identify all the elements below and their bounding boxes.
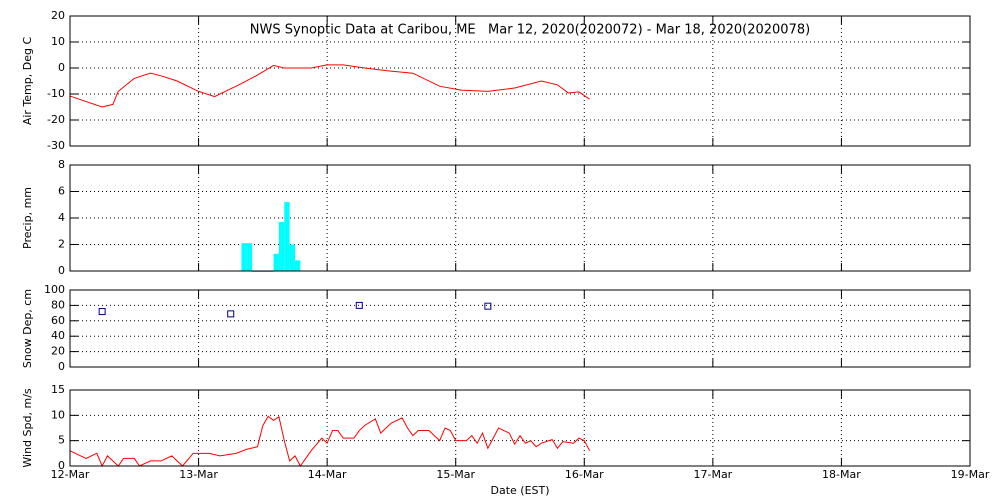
y-tick-label: 0 — [58, 264, 65, 277]
bar — [273, 253, 279, 271]
data-line — [69, 415, 591, 468]
y-tick-label: -10 — [47, 87, 65, 100]
y-tick-label: -20 — [47, 113, 65, 126]
y-tick-label: 100 — [44, 283, 65, 296]
y-axis-label: Precip, mm — [21, 187, 34, 249]
point — [227, 310, 235, 318]
bar — [295, 260, 301, 271]
bar — [278, 221, 285, 271]
x-tick-label: 16-Mar — [565, 468, 604, 481]
y-tick-label: 0 — [58, 360, 65, 373]
bar — [246, 243, 253, 271]
y-tick-label: 2 — [58, 238, 65, 251]
bar — [289, 244, 295, 271]
y-tick-label: 80 — [51, 298, 65, 311]
y-axis-label: Wind Spd, m/s — [21, 388, 34, 468]
data-line — [69, 64, 590, 108]
y-tick-label: 5 — [58, 434, 65, 447]
x-tick-label: 18-Mar — [822, 468, 861, 481]
y-tick-label: 0 — [58, 459, 65, 472]
x-axis-label: Date (EST) — [490, 484, 549, 497]
x-tick-label: 15-Mar — [436, 468, 475, 481]
y-tick-label: 10 — [51, 35, 65, 48]
point — [484, 302, 492, 310]
y-tick-label: 4 — [58, 211, 65, 224]
y-tick-label: 60 — [51, 314, 65, 327]
point — [98, 308, 106, 316]
y-tick-label: 15 — [51, 383, 65, 396]
y-tick-label: 40 — [51, 329, 65, 342]
y-axis-label: Air Temp, Deg C — [21, 37, 34, 126]
chart-title: NWS Synoptic Data at Caribou, ME Mar 12,… — [250, 23, 810, 38]
plot-frame — [69, 164, 971, 272]
y-tick-label: -30 — [47, 139, 65, 152]
y-axis-label: Snow Dep, cm — [21, 289, 34, 368]
y-tick-label: 20 — [51, 345, 65, 358]
x-tick-label: 14-Mar — [308, 468, 347, 481]
bar — [241, 243, 247, 271]
y-tick-label: 8 — [58, 158, 65, 171]
x-tick-label: 13-Mar — [179, 468, 218, 481]
y-tick-label: 6 — [58, 185, 65, 198]
x-tick-label: 12-Mar — [51, 468, 90, 481]
plot-frame — [69, 15, 971, 147]
x-tick-label: 19-Mar — [951, 468, 990, 481]
point — [355, 301, 363, 309]
x-tick-label: 17-Mar — [693, 468, 732, 481]
plot-frame — [69, 289, 971, 368]
y-tick-label: 20 — [51, 9, 65, 22]
plot-frame — [69, 389, 971, 467]
bar — [284, 202, 290, 271]
y-tick-label: 10 — [51, 408, 65, 421]
y-tick-label: 0 — [58, 61, 65, 74]
